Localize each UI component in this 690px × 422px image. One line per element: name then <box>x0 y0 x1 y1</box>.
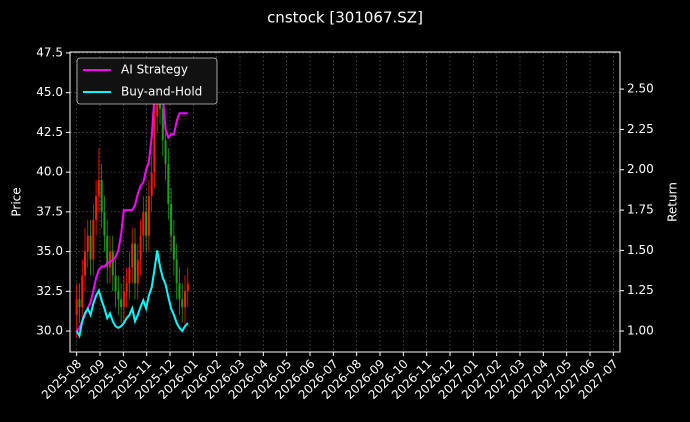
return-line <box>75 250 189 339</box>
candle-body <box>75 299 78 316</box>
candle-body <box>181 299 184 308</box>
candle-body <box>84 251 86 276</box>
y-tick-label: 35.0 <box>36 244 63 258</box>
candle-body <box>139 235 142 260</box>
candle-body <box>95 195 98 220</box>
candle-body <box>178 283 181 300</box>
y-tick-label: 42.5 <box>36 125 63 139</box>
candle-body <box>161 108 164 141</box>
candle-body <box>134 243 136 284</box>
y-tick-label: 40.0 <box>36 165 63 179</box>
candle-body <box>153 116 156 173</box>
y2-tick-label: 1.50 <box>627 243 654 257</box>
candle-body <box>186 283 189 292</box>
y-tick-label: 37.5 <box>36 204 63 218</box>
y-tick-label: 47.5 <box>36 45 63 59</box>
candle-body <box>109 251 111 268</box>
y-axis-label: Price <box>10 187 24 216</box>
candle-body <box>92 219 95 260</box>
y-tick-label: 30.0 <box>36 324 63 338</box>
candle-body <box>100 180 103 212</box>
candle-body <box>147 195 150 236</box>
candle-body <box>145 211 148 236</box>
candle-body <box>114 275 117 292</box>
candle-body <box>97 180 100 196</box>
legend-label: AI Strategy <box>121 63 188 77</box>
y2-tick-label: 1.25 <box>627 283 654 297</box>
return-line <box>75 72 188 332</box>
candle-body <box>170 203 173 236</box>
candle-body <box>81 275 84 308</box>
candle-body <box>164 140 167 165</box>
candle-body <box>150 172 153 196</box>
plot-frame <box>69 51 621 353</box>
candle-body <box>175 259 178 284</box>
y2-tick-label: 2.00 <box>627 162 654 176</box>
candle-body <box>106 235 109 268</box>
candle-body <box>122 291 125 308</box>
y2-tick-label: 1.00 <box>627 324 654 338</box>
candle-body <box>78 299 81 308</box>
candle-body <box>125 283 128 292</box>
y2-axis-label: Return <box>666 182 680 222</box>
candle-body <box>167 164 170 204</box>
legend-frame <box>76 57 218 105</box>
candle-body <box>86 235 89 252</box>
y2-tick-label: 2.50 <box>627 82 654 96</box>
candle-body <box>117 291 120 300</box>
candle-body <box>128 267 131 284</box>
candle-body <box>103 211 106 236</box>
candle-body <box>184 291 186 308</box>
candle-body <box>120 299 123 308</box>
candle-body <box>136 259 139 284</box>
y-tick-label: 32.5 <box>36 284 63 298</box>
chart-title: cnstock [301067.SZ] <box>267 9 423 27</box>
candle-body <box>131 243 134 268</box>
y-tick-label: 45.0 <box>36 85 63 99</box>
candle-body <box>89 235 92 260</box>
legend: AI Strategy Buy-and-Hold <box>76 57 218 105</box>
y2-tick-label: 2.25 <box>627 122 654 136</box>
candle-body <box>142 211 145 236</box>
y2-tick-label: 1.75 <box>627 203 654 217</box>
legend-label: Buy-and-Hold <box>121 85 202 99</box>
candle-body <box>172 235 175 260</box>
candle-body <box>111 251 114 276</box>
